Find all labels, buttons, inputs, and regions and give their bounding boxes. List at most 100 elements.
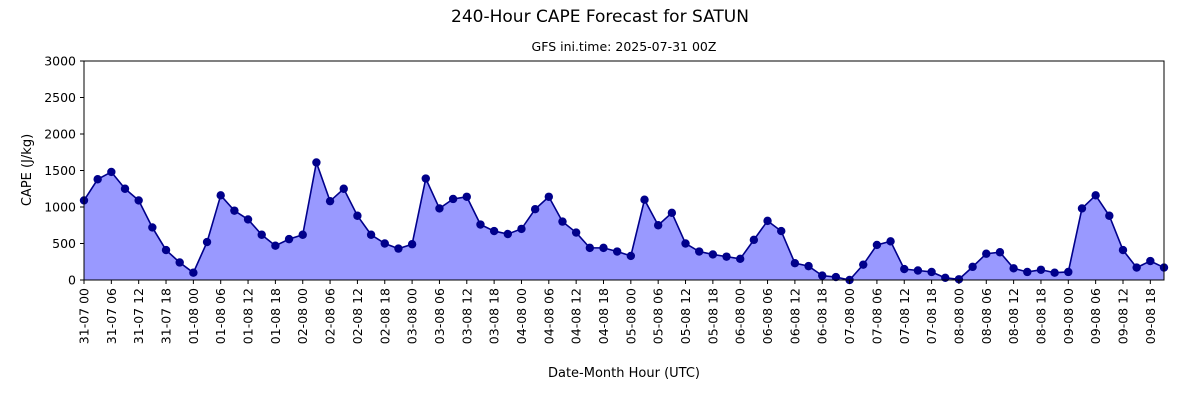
cape-point bbox=[982, 249, 991, 258]
cape-point bbox=[995, 248, 1005, 257]
cape-point bbox=[1036, 265, 1046, 274]
cape-point bbox=[777, 226, 786, 236]
y-tick-label: 1000 bbox=[44, 200, 76, 215]
cape-point bbox=[1146, 256, 1155, 266]
cape-point bbox=[407, 240, 417, 249]
cape-point bbox=[230, 206, 239, 215]
x-tick-label: 05-08 06 bbox=[651, 288, 666, 344]
x-axis-label: Date-Month Hour (UTC) bbox=[548, 366, 700, 381]
cape-point bbox=[284, 234, 294, 244]
x-tick-label: 31-07 12 bbox=[131, 288, 146, 344]
cape-point bbox=[517, 224, 526, 234]
x-tick-label: 09-08 12 bbox=[1115, 288, 1130, 344]
cape-point bbox=[900, 264, 909, 274]
y-tick-label: 3000 bbox=[44, 54, 76, 69]
x-tick-label: 04-08 12 bbox=[569, 288, 584, 344]
y-tick-label: 500 bbox=[52, 236, 76, 251]
cape-point bbox=[558, 217, 567, 226]
cape-point bbox=[257, 230, 266, 239]
x-tick-label: 02-08 18 bbox=[377, 288, 392, 344]
cape-point bbox=[435, 204, 444, 213]
cape-point bbox=[380, 239, 389, 248]
chart-subtitle: GFS ini.time: 2025-07-31 00Z bbox=[532, 39, 717, 54]
cape-point bbox=[1009, 264, 1018, 273]
cape-point bbox=[736, 254, 745, 264]
x-tick-label: 31-07 06 bbox=[104, 288, 119, 344]
x-tick-label: 05-08 18 bbox=[705, 288, 720, 344]
cape-point bbox=[804, 261, 813, 271]
cape-area bbox=[84, 162, 1164, 280]
y-tick-label: 1500 bbox=[44, 163, 76, 178]
cape-point bbox=[1064, 267, 1073, 277]
x-tick-label: 09-08 18 bbox=[1143, 288, 1158, 344]
cape-point bbox=[271, 241, 280, 250]
cape-point bbox=[1077, 204, 1087, 213]
x-tick-label: 04-08 00 bbox=[514, 288, 529, 344]
cape-point bbox=[366, 230, 376, 239]
cape-point bbox=[107, 167, 116, 177]
cape-point bbox=[325, 196, 335, 206]
cape-point bbox=[872, 240, 882, 250]
x-tick-label: 06-08 12 bbox=[787, 288, 802, 344]
cape-point bbox=[394, 244, 403, 253]
cape-point bbox=[941, 273, 950, 283]
cape-point bbox=[421, 174, 430, 183]
cape-point bbox=[448, 194, 458, 204]
x-tick-label: 08-08 00 bbox=[951, 288, 966, 344]
cape-point bbox=[626, 251, 636, 261]
cape-point bbox=[653, 221, 663, 230]
cape-point bbox=[189, 268, 198, 277]
x-tick-label: 07-08 12 bbox=[897, 288, 912, 344]
cape-point bbox=[216, 191, 225, 200]
cape-point bbox=[667, 208, 677, 218]
cape-point bbox=[612, 247, 622, 256]
x-tick-label: 04-08 06 bbox=[541, 288, 556, 344]
cape-point bbox=[489, 226, 499, 236]
cape-point bbox=[312, 158, 321, 167]
cape-point bbox=[749, 235, 759, 245]
cape-point bbox=[298, 230, 307, 239]
cape-point bbox=[722, 252, 731, 261]
x-tick-label: 31-07 18 bbox=[159, 288, 174, 344]
cape-point bbox=[1118, 245, 1128, 255]
cape-point bbox=[503, 229, 512, 239]
plot-area: 0 500 1000 1500 2000 2500 3000 31-07 00 31-07 06… bbox=[44, 54, 1169, 344]
cape-point bbox=[859, 260, 868, 269]
cape-point bbox=[954, 275, 964, 284]
x-tick-label: 31-07 00 bbox=[77, 288, 92, 344]
cape-point bbox=[1091, 191, 1100, 200]
x-tick-label: 03-08 06 bbox=[432, 288, 447, 344]
cape-point bbox=[571, 228, 581, 237]
x-tick-label: 01-08 00 bbox=[186, 288, 201, 344]
x-tick-label: 01-08 18 bbox=[268, 288, 283, 344]
cape-point bbox=[1105, 211, 1114, 220]
x-tick-label: 06-08 00 bbox=[733, 288, 748, 344]
cape-point bbox=[640, 195, 649, 204]
cape-point bbox=[134, 196, 143, 205]
cape-point bbox=[476, 220, 485, 229]
cape-point bbox=[1050, 268, 1059, 277]
cape-point bbox=[818, 271, 827, 280]
cape-point bbox=[927, 267, 936, 277]
x-tick-label: 08-08 12 bbox=[1006, 288, 1021, 344]
x-tick-label: 07-08 18 bbox=[924, 288, 939, 344]
cape-point bbox=[1132, 263, 1141, 272]
x-tick-label: 02-08 12 bbox=[350, 288, 365, 344]
cape-point bbox=[544, 192, 554, 201]
y-axis-label: CAPE (J/kg) bbox=[20, 134, 35, 206]
y-tick-label: 2000 bbox=[44, 127, 76, 142]
x-tick-label: 03-08 12 bbox=[459, 288, 474, 344]
x-tick-label: 09-08 00 bbox=[1061, 288, 1076, 344]
x-tick-label: 08-08 18 bbox=[1033, 288, 1048, 344]
cape-point bbox=[202, 237, 212, 247]
x-tick-label: 06-08 18 bbox=[815, 288, 830, 344]
x-tick-label: 08-08 06 bbox=[979, 288, 994, 344]
x-tick-label: 05-08 12 bbox=[678, 288, 693, 344]
cape-point bbox=[708, 250, 718, 259]
cape-point bbox=[120, 184, 130, 193]
x-tick-label: 05-08 00 bbox=[623, 288, 638, 344]
cape-point bbox=[694, 247, 704, 256]
cape-point bbox=[913, 266, 923, 275]
y-tick-label: 0 bbox=[68, 273, 76, 288]
